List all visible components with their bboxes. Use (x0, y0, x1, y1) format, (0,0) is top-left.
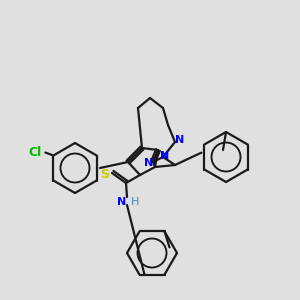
Text: N: N (160, 151, 169, 161)
Text: N: N (176, 135, 184, 145)
Text: H: H (131, 197, 139, 207)
Text: N: N (117, 197, 127, 207)
Text: Cl: Cl (29, 146, 42, 159)
Text: S: S (100, 167, 109, 181)
Text: N: N (144, 158, 154, 168)
